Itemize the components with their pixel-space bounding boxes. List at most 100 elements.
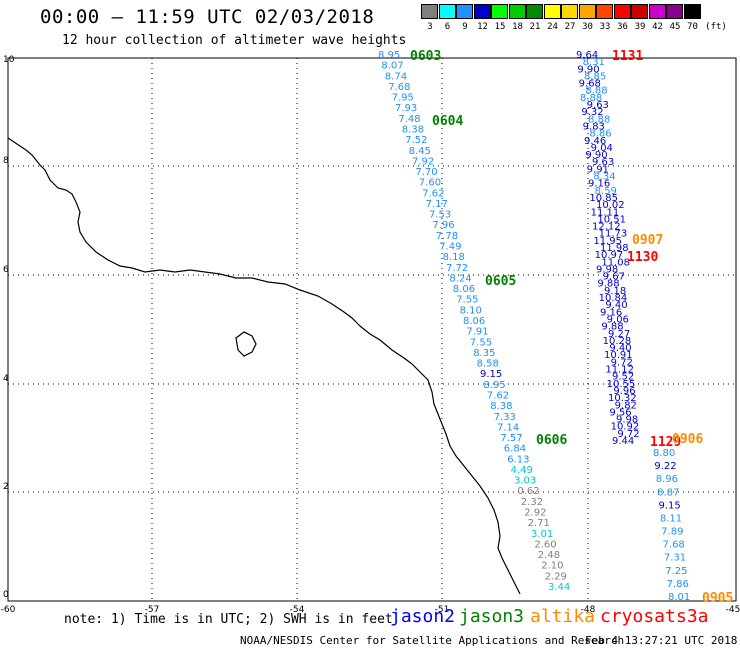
track-value-label: 2.92 [524, 508, 546, 519]
track-value-label: 2.71 [528, 518, 550, 529]
track-value-label: 8.87 [657, 487, 679, 498]
track-value-label: 7.68 [663, 540, 685, 551]
track-value-label: 8.88 [580, 93, 602, 104]
credit-line: NOAA/NESDIS Center for Satellite Applica… [240, 634, 625, 647]
y-tick-label: 4 [3, 374, 9, 384]
track-time-label: 1130 [627, 250, 658, 265]
track-value-label: 7.91 [466, 327, 488, 338]
track-value-label: 7.60 [419, 178, 441, 189]
track-value-label: 10.32 [608, 393, 637, 404]
track-value-label: 2.48 [538, 550, 560, 561]
scale-swatch [561, 4, 578, 19]
track-value-label: 8.45 [409, 146, 431, 157]
track-value-label: 9.40 [605, 300, 627, 311]
track-time-label: 0606 [536, 433, 567, 448]
scale-label: 12 [477, 22, 488, 32]
map-frame [7, 57, 737, 602]
track-time-label: 0603 [410, 49, 441, 64]
track-value-label: 8.31 [583, 57, 605, 68]
track-value-label: 9.88 [597, 279, 619, 290]
satellite-jason3: jason3 [459, 606, 525, 627]
scale-swatch [473, 4, 491, 19]
scale-label: 30 [582, 22, 593, 32]
track-value-label: 10.85 [589, 193, 618, 204]
track-value-label: 9.06 [607, 314, 629, 325]
track-value-label: 9.88 [601, 322, 623, 333]
track-value-label: 7.93 [395, 103, 417, 114]
track-value-label: 9.15 [480, 369, 502, 380]
scale-swatch [526, 4, 543, 19]
track-value-label: 2.10 [541, 561, 563, 572]
track-value-label: 8.06 [463, 316, 485, 327]
track-value-label: 7.57 [500, 433, 522, 444]
y-tick-label: 8 [3, 156, 9, 166]
track-value-label: 10.91 [604, 350, 633, 361]
track-value-label: 7.96 [432, 220, 454, 231]
track-value-label: 9.72 [611, 357, 633, 368]
track-value-label: 8.59 [595, 186, 617, 197]
track-value-label: 8.88 [585, 86, 607, 97]
track-value-label: 7.49 [439, 242, 461, 253]
track-value-label: 6.13 [507, 454, 529, 465]
track-value-label: 9.63 [587, 100, 609, 111]
scale-swatch [543, 4, 561, 19]
track-value-label: 7.17 [426, 199, 448, 210]
track-value-label: 9.52 [612, 372, 634, 383]
track-value-label: 8.86 [589, 129, 611, 140]
map-grid: -60 -57 -54 -51 -48 -45 10 8 6 4 2 0 [1, 55, 740, 615]
track-value-label: 7.62 [422, 188, 444, 199]
track-value-label: 9.67 [603, 272, 625, 283]
track-value-label: 3.01 [531, 529, 553, 540]
track-value-label: 8.11 [660, 513, 682, 524]
track-value-label: 7.31 [664, 553, 686, 564]
track-value-label: 9.72 [617, 429, 639, 440]
track-value-label: 9.63 [592, 157, 614, 168]
track-value-label: 9.16 [588, 179, 610, 190]
track-value-label: 8.38 [490, 401, 512, 412]
track-value-label: 9.44 [612, 436, 634, 447]
track-value-label: 7.62 [487, 390, 509, 401]
track-value-label: 9.98 [596, 264, 618, 275]
track-value-label: 10.84 [599, 293, 628, 304]
y-tick-label: 6 [3, 265, 9, 275]
scale-label: 70 [687, 22, 698, 32]
scale-label: 15 [494, 22, 506, 32]
scale-label: 9 [462, 22, 468, 32]
track-value-label: 3.03 [514, 476, 536, 487]
x-tick-label: -48 [581, 605, 596, 615]
track-value-label: 7.89 [661, 527, 683, 538]
track-value-label: 9.82 [615, 400, 637, 411]
track-value-label: 8.24 [449, 273, 471, 284]
track-value-label: 9.22 [654, 461, 676, 472]
track-value-label: 7.78 [436, 231, 458, 242]
coastline [7, 137, 521, 595]
y-tick-label: 2 [3, 482, 9, 492]
track-value-label: 10.55 [607, 379, 636, 390]
track-value-label: 10.02 [596, 200, 625, 211]
track-time-label: 0906 [672, 432, 703, 447]
track-value-label: 8.95 [378, 50, 400, 61]
y-tick-label: 10 [3, 55, 15, 65]
track-value-label: 9.96 [613, 386, 635, 397]
scale-swatch [631, 4, 648, 19]
footnote: note: 1) Time is in UTC; 2) SWH is in fe… [64, 612, 393, 627]
track-value-label: 0.62 [517, 486, 539, 497]
scale-swatch [438, 4, 456, 19]
scale-label: 36 [617, 22, 628, 32]
scale-swatch [578, 4, 596, 19]
track-value-label: 9.04 [591, 143, 613, 154]
scale-label: 18 [512, 22, 523, 32]
scale-swatch [666, 4, 683, 19]
track-time-label: 1131 [612, 49, 643, 64]
track-value-label: 7.72 [446, 263, 468, 274]
track-value-label: 2.29 [545, 571, 567, 582]
altimeter-tracks: 8.958.078.747.687.957.937.488.387.528.45… [378, 49, 733, 606]
track-value-label: 7.25 [665, 566, 687, 577]
satellite-cryosat: cryosat [600, 606, 676, 627]
track-value-label: 8.10 [460, 305, 482, 316]
scale-label: 42 [652, 22, 663, 32]
scale-swatch [648, 4, 666, 19]
scale-label: 33 [599, 22, 611, 32]
track-value-label: 9.90 [577, 64, 599, 75]
track-time-label: 0907 [632, 233, 663, 248]
